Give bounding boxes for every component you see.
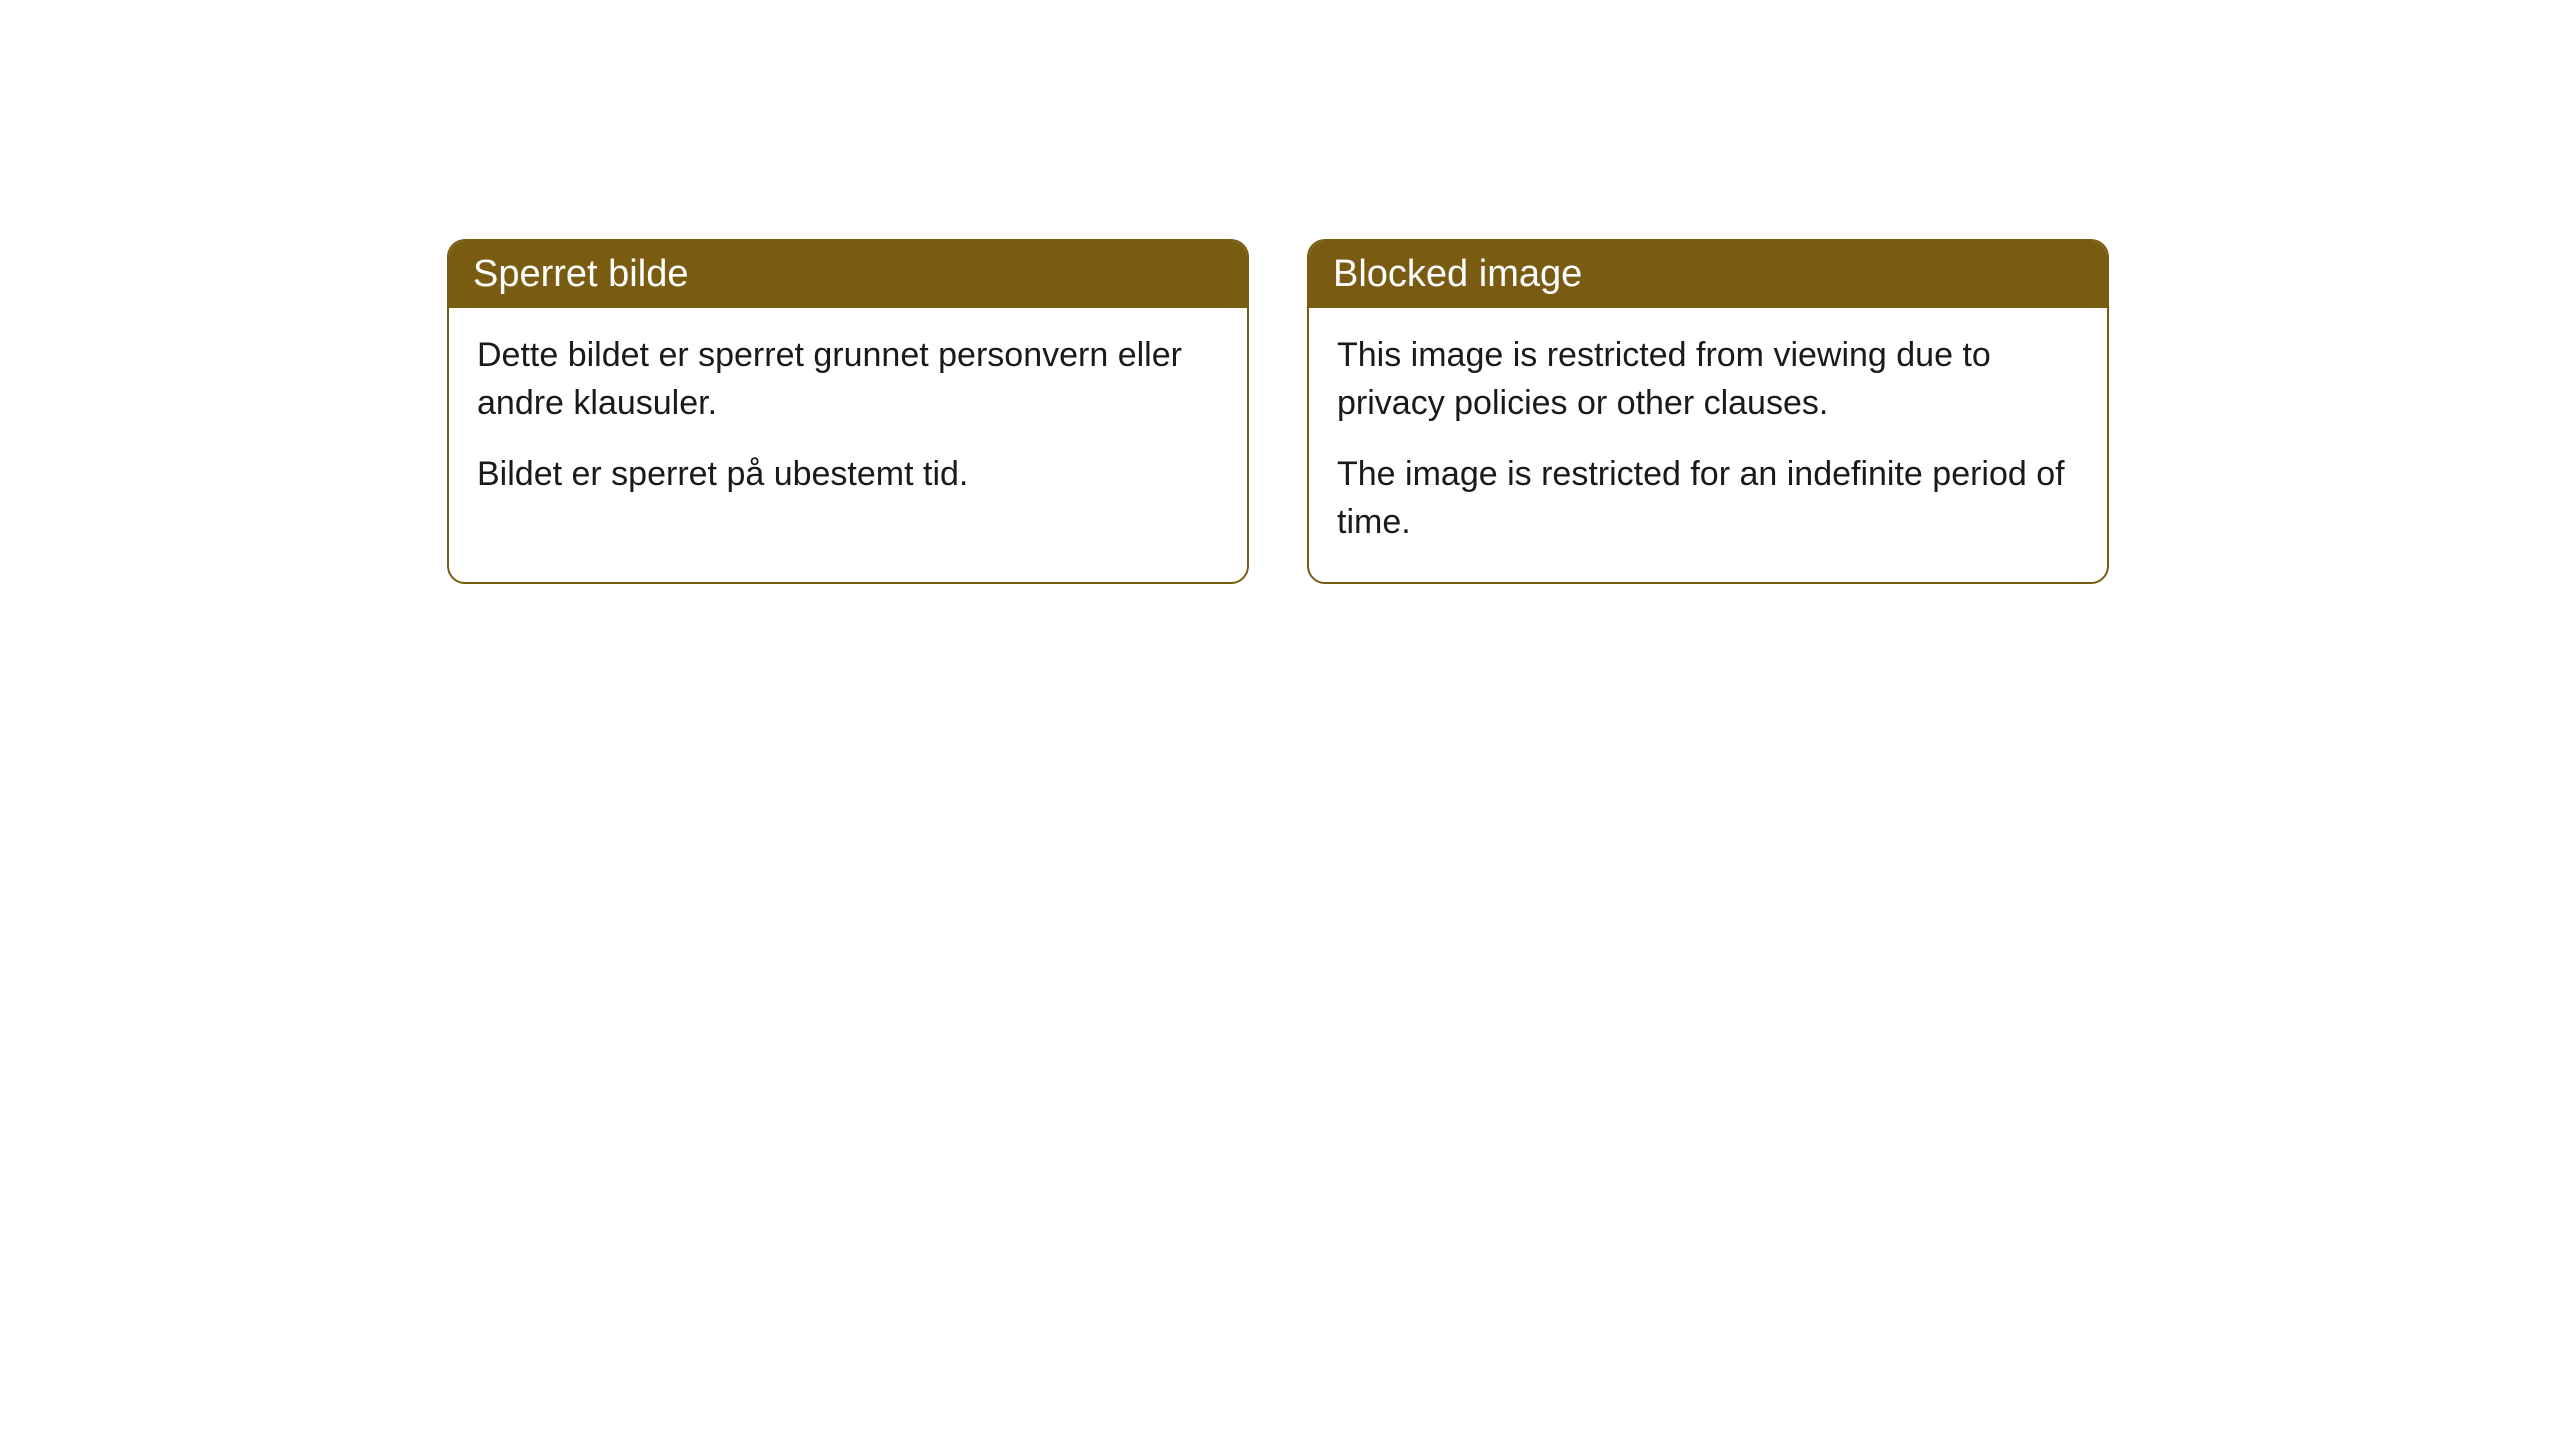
card-paragraph: The image is restricted for an indefinit… bbox=[1337, 451, 2079, 546]
notice-card-english: Blocked image This image is restricted f… bbox=[1307, 239, 2109, 584]
card-paragraph: This image is restricted from viewing du… bbox=[1337, 332, 2079, 427]
card-title: Sperret bilde bbox=[473, 253, 688, 295]
card-body: Dette bildet er sperret grunnet personve… bbox=[449, 308, 1247, 535]
card-title: Blocked image bbox=[1333, 253, 1582, 295]
card-paragraph: Bildet er sperret på ubestemt tid. bbox=[477, 451, 1219, 499]
card-paragraph: Dette bildet er sperret grunnet personve… bbox=[477, 332, 1219, 427]
notice-cards-container: Sperret bilde Dette bildet er sperret gr… bbox=[447, 239, 2109, 584]
card-header: Blocked image bbox=[1309, 241, 2107, 308]
card-header: Sperret bilde bbox=[449, 241, 1247, 308]
notice-card-norwegian: Sperret bilde Dette bildet er sperret gr… bbox=[447, 239, 1249, 584]
card-body: This image is restricted from viewing du… bbox=[1309, 308, 2107, 582]
